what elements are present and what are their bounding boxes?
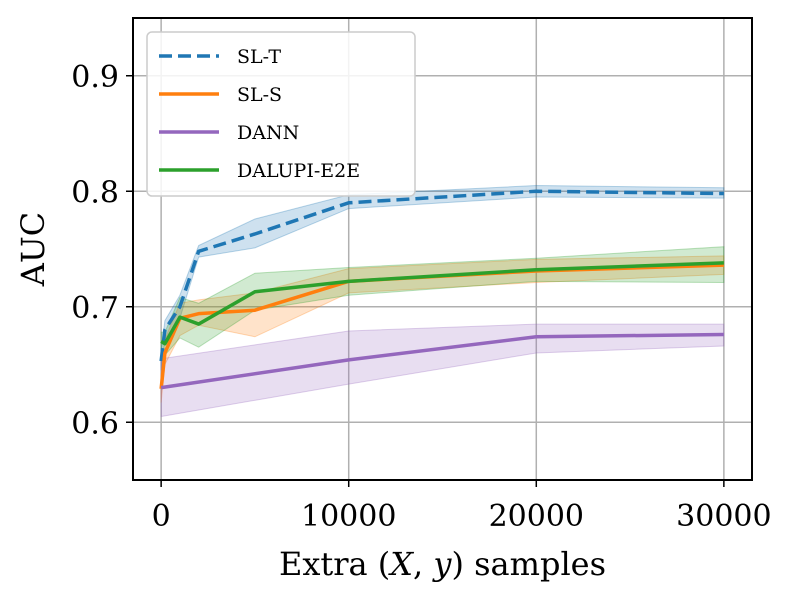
- y-tick-label: 0.9: [71, 60, 119, 95]
- legend-label-dalupi-e2e: DALUPI-E2E: [237, 160, 360, 182]
- dalupi-e2e-band: [160, 246, 725, 357]
- y-tick-label: 0.7: [71, 291, 119, 326]
- y-axis-ticks: 0.6 0.7 0.8 0.9: [71, 60, 133, 441]
- legend: SL-T SL-S DANN DALUPI-E2E: [146, 31, 416, 197]
- confidence-bands: [160, 184, 725, 418]
- x-tick-label: 30000: [676, 499, 771, 534]
- legend-label-dann: DANN: [237, 122, 299, 144]
- sl-s-band: [160, 255, 725, 403]
- series-lines: [159, 189, 724, 390]
- x-tick-label: 20000: [489, 499, 584, 534]
- y-tick-label: 0.8: [71, 175, 119, 210]
- y-axis-title: AUC: [14, 212, 52, 288]
- x-tick-label: 0: [152, 499, 171, 534]
- plot-frame: [132, 17, 753, 481]
- dann-line: [160, 332, 724, 390]
- x-tick-label: 10000: [301, 499, 396, 534]
- dann-band: [160, 323, 725, 418]
- dalupi-e2e-line: [160, 261, 724, 346]
- legend-label-sl-t: SL-T: [237, 46, 281, 68]
- y-tick-label: 0.6: [71, 406, 119, 441]
- x-axis-ticks: 0 10000 20000 30000: [152, 480, 772, 534]
- legend-box: [146, 31, 416, 197]
- legend-label-sl-s: SL-S: [237, 84, 282, 106]
- x-axis-title: Extra (X, y) samples: [279, 545, 606, 583]
